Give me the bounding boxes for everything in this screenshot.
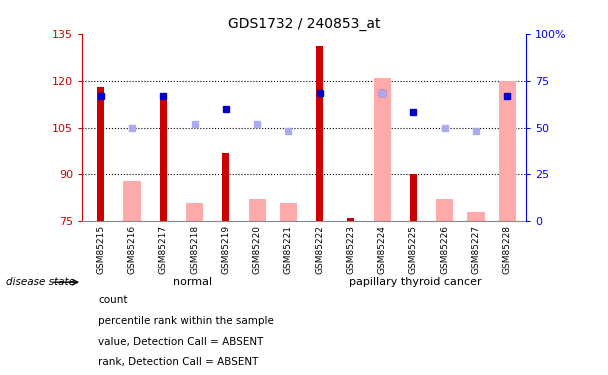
Text: GDS1732 / 240853_at: GDS1732 / 240853_at xyxy=(228,17,380,31)
Bar xyxy=(347,218,354,221)
Bar xyxy=(436,200,453,221)
Text: papillary thyroid cancer: papillary thyroid cancer xyxy=(348,277,482,287)
Bar xyxy=(123,181,140,221)
Bar xyxy=(410,174,417,221)
Text: GSM85221: GSM85221 xyxy=(284,225,293,274)
Text: GSM85217: GSM85217 xyxy=(159,225,168,274)
Bar xyxy=(499,81,516,221)
Text: count: count xyxy=(98,296,128,305)
Text: GSM85226: GSM85226 xyxy=(440,225,449,274)
Text: GSM85219: GSM85219 xyxy=(221,225,230,274)
Text: disease state: disease state xyxy=(6,277,75,287)
Text: GSM85218: GSM85218 xyxy=(190,225,199,274)
Bar xyxy=(373,78,391,221)
Bar xyxy=(186,202,203,221)
Bar xyxy=(223,153,229,221)
Text: GSM85227: GSM85227 xyxy=(471,225,480,274)
Text: percentile rank within the sample: percentile rank within the sample xyxy=(98,316,274,326)
Bar xyxy=(160,93,167,221)
Bar xyxy=(280,202,297,221)
Text: GSM85225: GSM85225 xyxy=(409,225,418,274)
Text: GSM85216: GSM85216 xyxy=(128,225,137,274)
Text: GSM85223: GSM85223 xyxy=(347,225,356,274)
Text: GSM85224: GSM85224 xyxy=(378,225,387,274)
Bar xyxy=(316,46,323,221)
Bar xyxy=(249,200,266,221)
Text: GSM85222: GSM85222 xyxy=(315,225,324,274)
Text: GSM85228: GSM85228 xyxy=(503,225,512,274)
Bar xyxy=(97,87,105,221)
Text: value, Detection Call = ABSENT: value, Detection Call = ABSENT xyxy=(98,337,264,346)
Text: GSM85215: GSM85215 xyxy=(96,225,105,274)
Text: GSM85220: GSM85220 xyxy=(252,225,261,274)
Text: rank, Detection Call = ABSENT: rank, Detection Call = ABSENT xyxy=(98,357,259,367)
Bar xyxy=(468,212,485,221)
Text: normal: normal xyxy=(173,277,213,287)
